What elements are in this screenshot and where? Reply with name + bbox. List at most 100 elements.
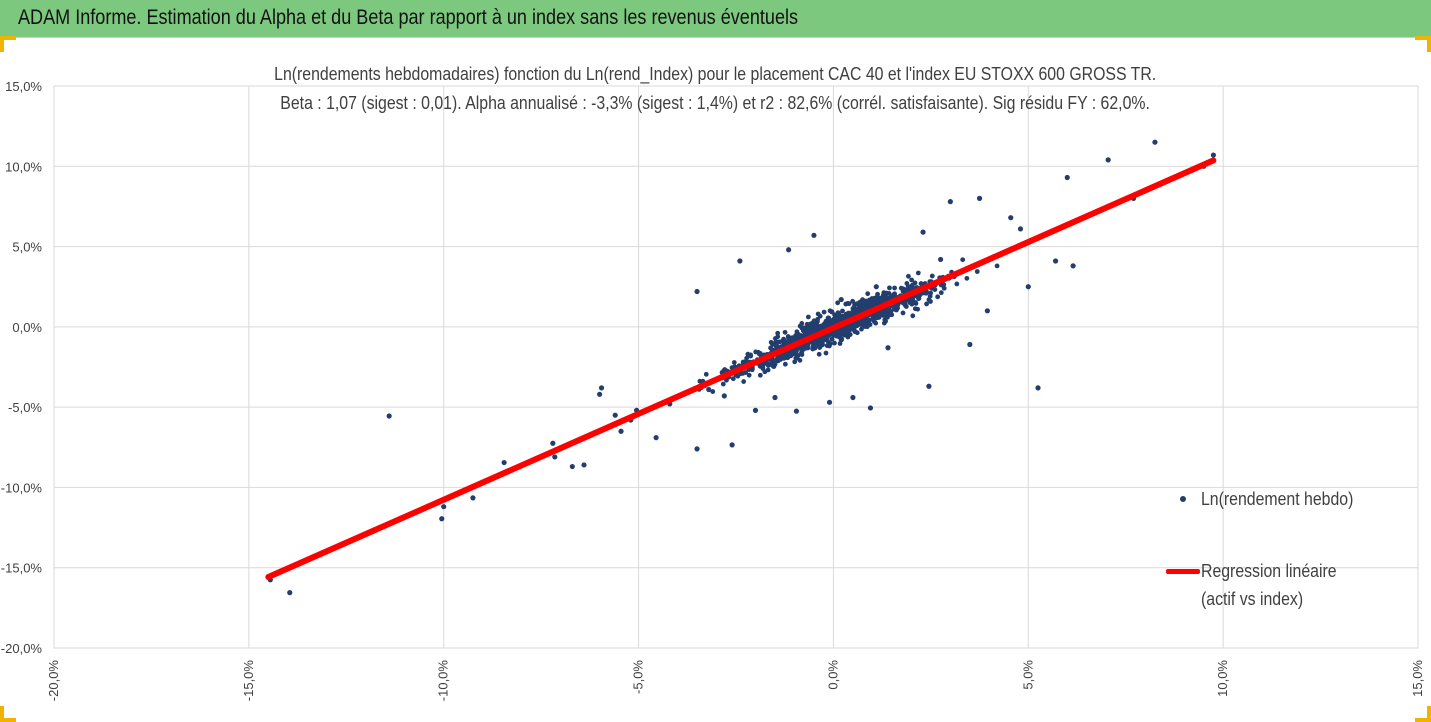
data-point — [907, 300, 913, 305]
data-point — [706, 386, 712, 393]
data-point — [838, 296, 844, 303]
report-title: ADAM Informe. Estimation du Alpha et du … — [18, 6, 799, 29]
data-point — [941, 285, 947, 291]
data-point — [829, 309, 835, 315]
legend-label-scatter: Ln(rendement hebdo) — [1201, 489, 1354, 509]
data-point — [964, 275, 970, 281]
x-tick-label: 0,0% — [825, 660, 840, 690]
data-point — [915, 270, 921, 276]
data-point — [772, 394, 778, 401]
data-point — [808, 321, 813, 327]
data-point — [869, 296, 875, 301]
data-point — [793, 408, 800, 414]
data-point — [960, 257, 966, 263]
data-point — [829, 336, 835, 342]
y-tick-label: 5,0% — [12, 240, 42, 255]
data-point — [1017, 226, 1024, 232]
data-point — [799, 321, 805, 326]
data-point — [909, 282, 915, 288]
data-point — [892, 285, 897, 291]
data-point — [1025, 284, 1031, 290]
data-point — [780, 338, 785, 344]
data-point — [1052, 258, 1059, 264]
data-point — [954, 281, 960, 287]
data-point — [821, 309, 827, 315]
data-point — [850, 394, 856, 401]
data-point — [840, 308, 845, 314]
data-point — [770, 358, 776, 363]
data-point — [731, 360, 737, 365]
data-point — [439, 516, 445, 522]
data-point — [1152, 139, 1158, 145]
data-point — [791, 349, 797, 355]
y-tick-label: -10,0% — [1, 480, 43, 495]
data-point — [813, 325, 819, 331]
data-point — [874, 315, 880, 321]
data-point — [729, 442, 735, 448]
data-point — [441, 504, 447, 510]
y-tick-label: 10,0% — [5, 159, 42, 174]
data-point — [786, 247, 792, 253]
data-point — [867, 405, 874, 411]
data-point — [826, 339, 831, 345]
regression-line — [265, 157, 1217, 581]
data-point — [900, 286, 906, 292]
data-point — [757, 363, 763, 369]
data-point — [885, 295, 891, 301]
x-tick-label: -5,0% — [631, 660, 646, 694]
data-point — [837, 316, 843, 322]
data-point — [598, 385, 605, 391]
data-point — [832, 340, 837, 346]
plot-border — [53, 85, 1419, 649]
data-point — [772, 361, 778, 367]
y-tick-label: -20,0% — [1, 641, 43, 656]
data-point — [287, 590, 293, 596]
data-point — [803, 329, 809, 335]
data-point — [781, 354, 787, 360]
data-point — [850, 326, 856, 332]
data-point — [876, 296, 881, 302]
data-point — [752, 407, 759, 413]
x-tick-label: -15,0% — [241, 660, 256, 702]
data-point — [967, 341, 973, 348]
data-point — [815, 342, 820, 348]
data-point — [597, 391, 603, 397]
y-tick-label: 0,0% — [12, 320, 42, 335]
chart-title: Ln(rendements hebdomadaires) fonction du… — [274, 64, 1157, 84]
data-point — [894, 307, 899, 313]
data-point — [612, 412, 618, 418]
data-point — [794, 352, 800, 358]
data-point — [501, 459, 507, 466]
data-point — [792, 359, 798, 365]
data-point — [812, 345, 818, 351]
data-point — [994, 263, 1000, 269]
data-point — [906, 273, 911, 279]
x-tick-label: -10,0% — [436, 660, 451, 702]
data-point — [910, 313, 916, 319]
data-point — [850, 308, 856, 313]
data-point — [703, 371, 709, 377]
data-point — [1105, 157, 1111, 163]
data-point — [618, 428, 624, 434]
x-tick-label: 5,0% — [1020, 660, 1035, 690]
data-point — [470, 495, 476, 501]
scatter-plot: 15,0% 10,0% 5,0% 0,0% -5,0% -10,0% -15,0% -20,0… — [1, 79, 1425, 702]
data-point — [730, 376, 736, 382]
data-point — [775, 357, 781, 363]
data-point — [909, 277, 915, 283]
data-point — [694, 446, 700, 452]
data-point — [744, 355, 750, 361]
y-tick-label: -15,0% — [1, 561, 43, 576]
data-point — [912, 306, 918, 312]
data-point — [756, 351, 762, 357]
data-point — [885, 345, 891, 351]
data-point — [799, 352, 805, 357]
data-point — [815, 316, 821, 322]
data-point — [1070, 263, 1076, 269]
data-point — [794, 329, 800, 335]
data-point — [876, 310, 882, 316]
data-point — [816, 351, 822, 357]
y-tick-label: -5,0% — [8, 400, 42, 415]
data-point — [775, 330, 781, 336]
x-tick-label: 15,0% — [1410, 660, 1425, 697]
